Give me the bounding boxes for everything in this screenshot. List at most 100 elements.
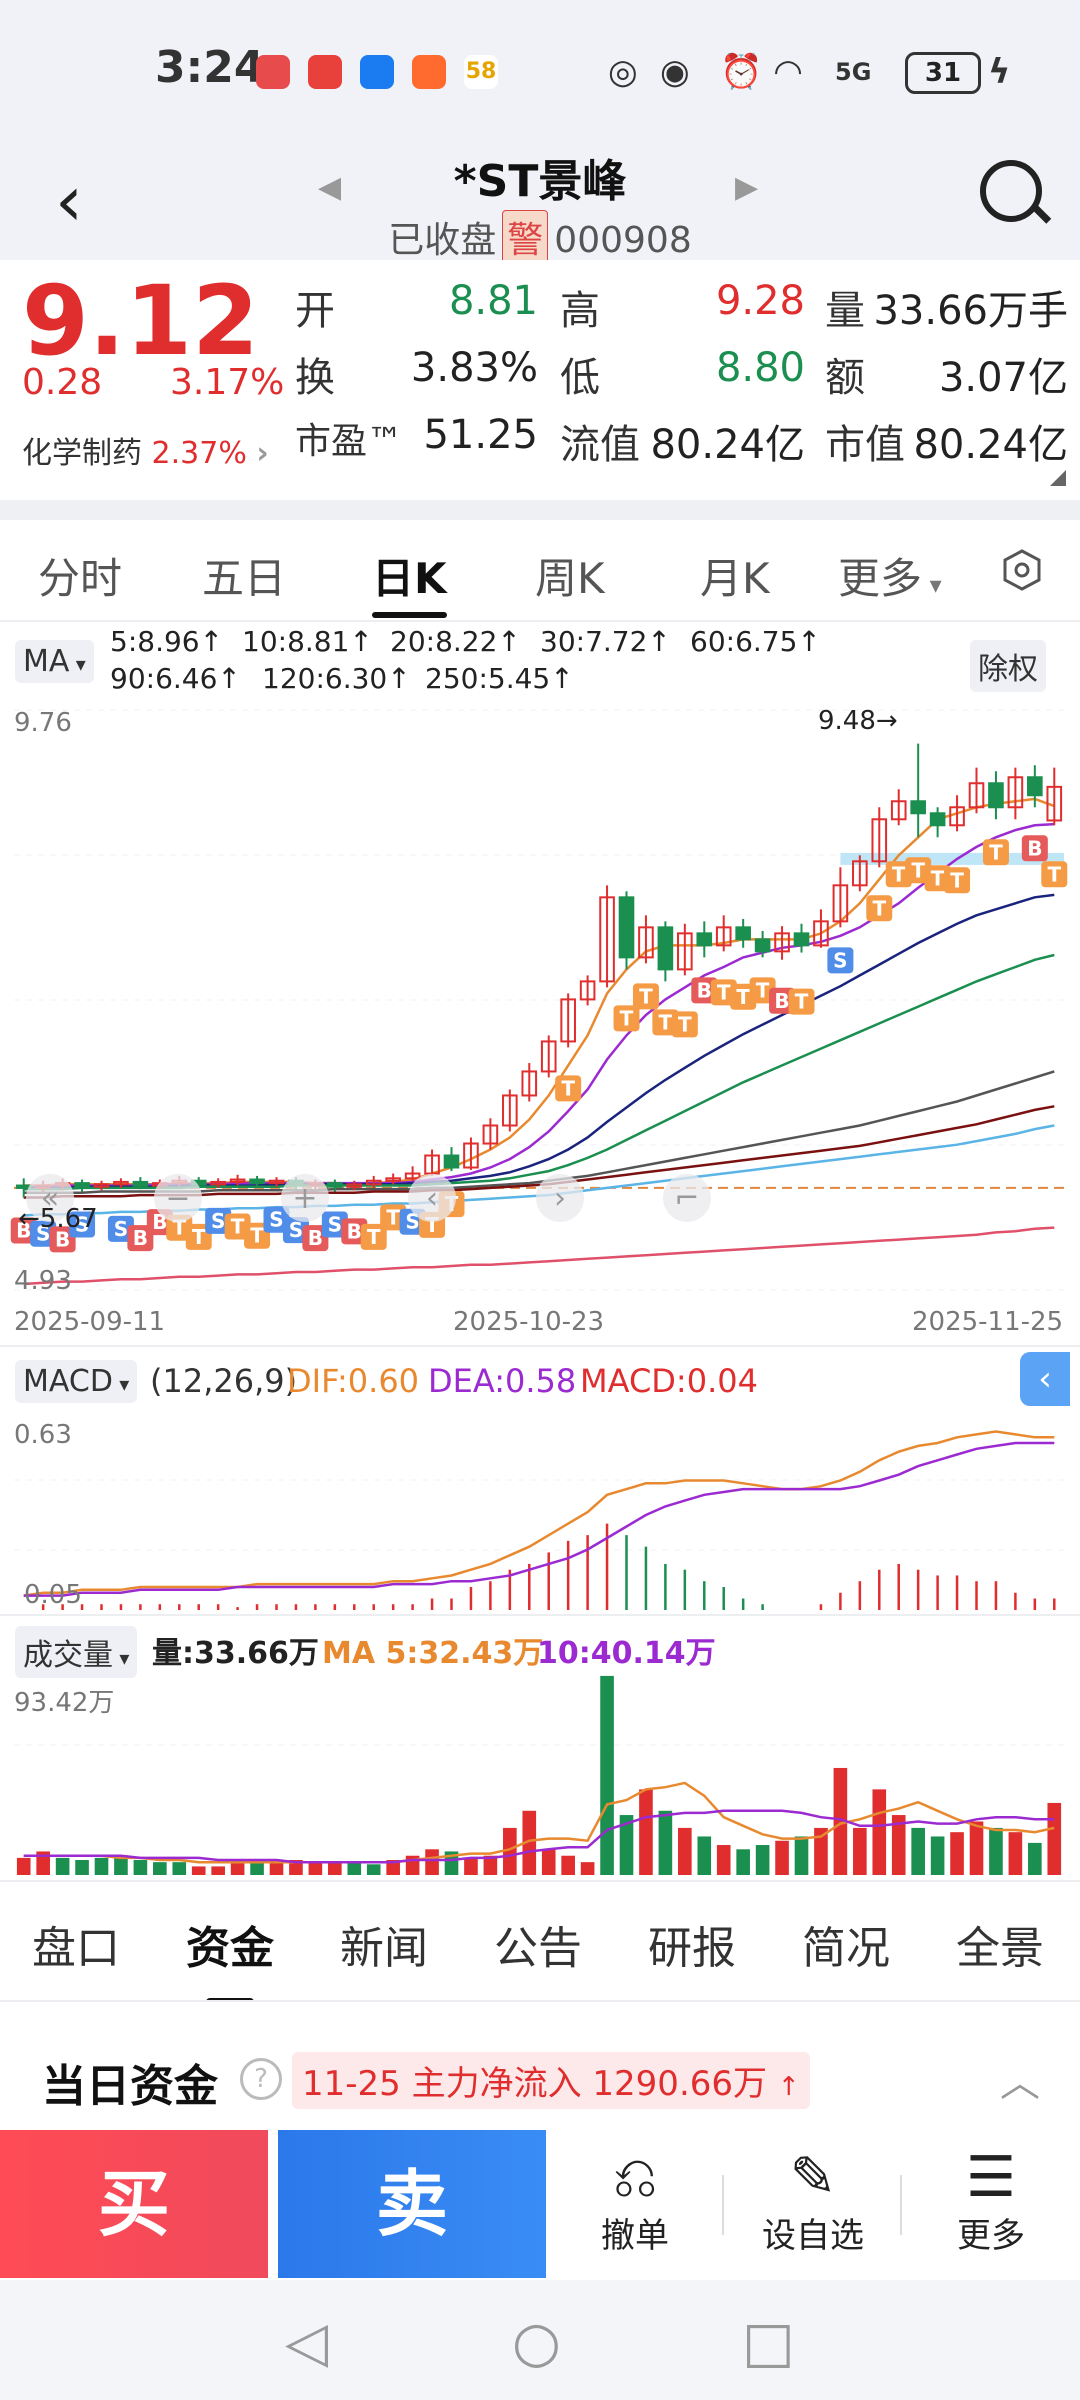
cancel-order-button[interactable]: ⎌ 撤单 (550, 2148, 720, 2257)
search-icon[interactable] (980, 160, 1042, 222)
chevron-down-icon: ▾ (69, 652, 86, 676)
section-divider (0, 500, 1080, 520)
x-label-mid: 2025-10-23 (453, 1307, 605, 1337)
ma20-value: 20:8.22↑ (390, 625, 521, 658)
tab-panorama[interactable]: 全景 (956, 1923, 1044, 1974)
add-watchlist-button[interactable]: ✎ 设自选 (728, 2148, 898, 2257)
chart-zoom-control[interactable] (154, 1173, 202, 1222)
volume-bar (969, 1821, 984, 1875)
tab-profile[interactable]: 简况 (802, 1923, 890, 1974)
tab-weekly-k[interactable]: 周K (535, 554, 605, 603)
volume-bar (1008, 1832, 1023, 1875)
quote-field-label: 换 (295, 355, 335, 401)
volume-ma5-line (23, 1781, 1055, 1864)
tab-zijin[interactable]: 资金 (186, 1912, 274, 2006)
tab-news[interactable]: 新闻 (340, 1923, 428, 1974)
quote-field-label: 市值 (825, 422, 905, 468)
quote-field-label: 开 (295, 288, 335, 334)
trade-marker-label: B (16, 1219, 31, 1243)
help-icon[interactable]: ? (240, 2058, 282, 2100)
candle-body (832, 884, 849, 923)
volume-bar (678, 1827, 692, 1875)
collapse-panel-icon[interactable]: ‹ (1020, 1352, 1070, 1406)
macd-y-min: 0.05 (24, 1580, 82, 1610)
next-stock-icon[interactable]: ▶ (735, 170, 759, 205)
volume-bar (366, 1864, 381, 1875)
charging-icon: ϟ (988, 52, 1011, 92)
more-button[interactable]: ☰ 更多 (906, 2148, 1076, 2257)
chart-zoom-glyph: + (292, 1181, 317, 1216)
volume-bar (114, 1855, 128, 1875)
fund-inflow-text: 11-25 主力净流入 1290.66万 (302, 2064, 768, 2104)
prev-stock-icon[interactable]: ◀ (318, 170, 342, 205)
volume-bar (55, 1857, 70, 1875)
trade-marker (613, 1005, 640, 1032)
trade-marker-label: S (833, 948, 847, 972)
candle-body (910, 800, 926, 815)
tab-research[interactable]: 研报 (648, 1923, 736, 1974)
chevron-down-icon: ▾ (113, 1646, 130, 1670)
chart-zoom-control[interactable] (26, 1173, 74, 1222)
candle-body (210, 1180, 226, 1186)
trade-marker-label: T (561, 1076, 575, 1100)
chart-zoom-control[interactable] (281, 1173, 329, 1222)
info-tabs (0, 1880, 1080, 2002)
tab-five-day[interactable]: 五日 (202, 554, 287, 603)
chart-zoom-control[interactable] (663, 1173, 711, 1222)
macd-selector[interactable]: MACD ▾ (15, 1360, 138, 1403)
volume-bar (36, 1851, 50, 1875)
volume-bar (503, 1827, 517, 1875)
volume-bar (541, 1849, 556, 1875)
chart-zoom-control[interactable] (408, 1173, 456, 1222)
sell-button[interactable]: 卖 (278, 2130, 546, 2278)
nav-back-icon[interactable]: ◁ (285, 2310, 329, 2375)
volume-bar (872, 1789, 887, 1875)
quote-panel (0, 260, 1080, 500)
volume-bar (755, 1845, 770, 1875)
candlestick-chart[interactable]: BSBSSBBTTSTTSSBSBTTSTTTTTTTBTTTBTSTTTTTT… (0, 700, 1080, 1340)
expand-corner-icon[interactable] (1050, 470, 1066, 486)
ma10-value: 10:8.81↑ (242, 625, 373, 658)
volume-bar (580, 1862, 595, 1875)
ma-selector[interactable]: MA ▾ (15, 640, 94, 683)
kline-tabs (0, 520, 1080, 620)
tab-intraday[interactable]: 分时 (38, 554, 123, 603)
macd-y-max: 0.63 (14, 1420, 72, 1450)
industry-link[interactable]: 化学制药 2.37% › (22, 436, 269, 471)
volume-bar (697, 1836, 712, 1875)
tab-announcements[interactable]: 公告 (494, 1923, 582, 1974)
volume-bar (1047, 1802, 1062, 1875)
candle-body (813, 920, 829, 947)
trade-marker (360, 1223, 387, 1250)
volume-bar (891, 1815, 906, 1875)
chevron-up-icon[interactable]: ︿ (1000, 2060, 1040, 2106)
x-label-end: 2025-11-25 (912, 1307, 1064, 1337)
trade-marker (866, 895, 893, 922)
volume-bar (153, 1862, 167, 1875)
back-icon[interactable]: ‹ (55, 160, 83, 242)
candle-body (754, 938, 771, 953)
settings-hex-icon[interactable] (1000, 548, 1044, 592)
tab-more-label: 更多 (838, 554, 923, 603)
volume-bar (191, 1866, 206, 1875)
tab-more[interactable]: 更多 ▾ (838, 545, 942, 606)
buy-button[interactable]: 买 (0, 2130, 268, 2278)
chart-zoom-glyph: « (41, 1181, 59, 1216)
nav-home-icon[interactable]: ○ (512, 2310, 561, 2375)
tab-monthly-k[interactable]: 月K (700, 554, 770, 603)
tab-daily-k[interactable]: 日K (372, 545, 447, 618)
nav-recents-icon[interactable]: □ (742, 2310, 795, 2375)
chevron-down-icon: ▾ (922, 571, 942, 599)
status-time: 3:24 (155, 42, 265, 93)
volume-bar (911, 1827, 925, 1875)
tab-pankou[interactable]: 盘口 (32, 1923, 120, 1974)
trade-marker-label: B (347, 1219, 362, 1243)
trade-marker-label: T (795, 990, 809, 1014)
quote-field-value: 8.81 (448, 278, 538, 324)
chart-zoom-control[interactable] (536, 1173, 584, 1222)
volume-selector[interactable]: 成交量 ▾ (15, 1626, 138, 1678)
candle-body (521, 1070, 538, 1097)
trade-marker-label: T (250, 1224, 264, 1248)
candle-body (929, 812, 946, 827)
chuquan-button[interactable]: 除权 (970, 640, 1046, 692)
